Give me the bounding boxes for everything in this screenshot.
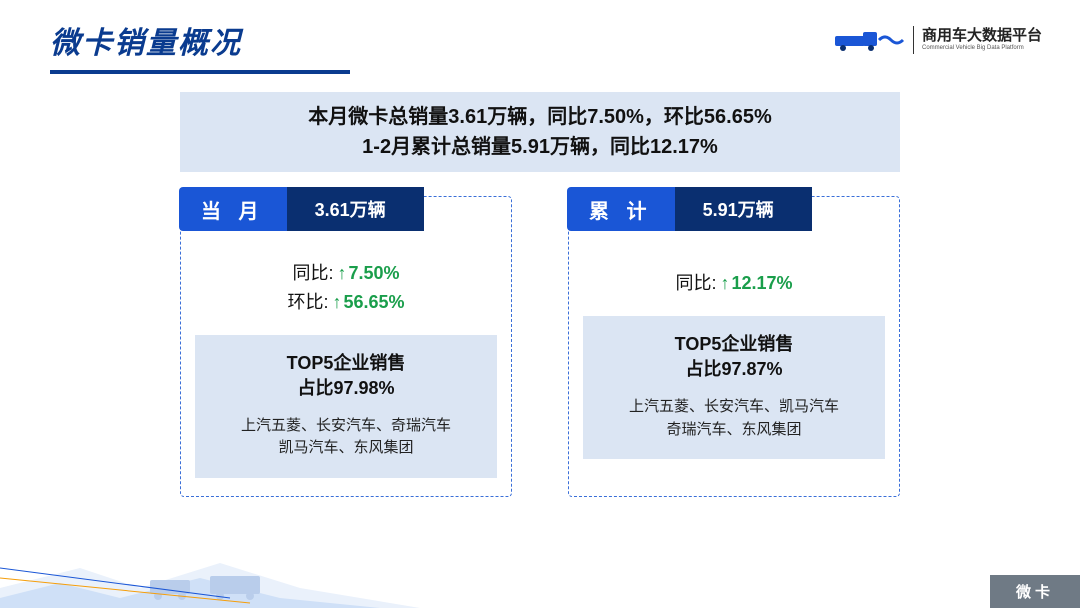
up-arrow-icon: ↑: [332, 288, 341, 317]
footer-decoration: [0, 548, 420, 608]
top5-title-l2: 占比97.87%: [593, 357, 875, 382]
title-underline: [50, 70, 350, 74]
truck-logo-icon: [833, 26, 905, 54]
cumulative-top5-box: TOP5企业销售 占比97.87% 上汽五菱、长安汽车、凯马汽车 奇瑞汽车、东风…: [583, 316, 885, 459]
top5-companies: 上汽五菱、长安汽车、奇瑞汽车 凯马汽车、东风集团: [205, 415, 487, 460]
summary-line-1: 本月微卡总销量3.61万辆，同比7.50%，环比56.65%: [200, 102, 880, 132]
monthly-tab-label: 当 月: [179, 187, 287, 231]
top5-title-l2: 占比97.98%: [205, 376, 487, 401]
up-arrow-icon: ↑: [337, 259, 346, 288]
brand-name-cn: 商用车大数据平台: [922, 28, 1042, 45]
top5-title: TOP5企业销售 占比97.98%: [205, 351, 487, 401]
up-arrow-icon: ↑: [720, 269, 729, 298]
stat-label: 同比:: [675, 269, 716, 298]
cumulative-stats: 同比: ↑ 12.17%: [569, 269, 899, 298]
companies-l2: 奇瑞汽车、东风集团: [593, 419, 875, 442]
monthly-stats: 同比: ↑ 7.50% 环比: ↑ 56.65%: [181, 259, 511, 317]
top5-title-l1: TOP5企业销售: [593, 332, 875, 357]
brand: 商用车大数据平台 Commercial Vehicle Big Data Pla…: [833, 26, 1042, 54]
monthly-mom: 环比: ↑ 56.65%: [287, 288, 404, 317]
cumulative-tab-value: 5.91万辆: [675, 187, 812, 231]
summary-line-2: 1-2月累计总销量5.91万辆，同比12.17%: [200, 132, 880, 162]
monthly-tab: 当 月 3.61万辆: [179, 187, 424, 231]
companies-l1: 上汽五菱、长安汽车、奇瑞汽车: [205, 415, 487, 438]
stat-label: 环比:: [287, 288, 328, 317]
stat-label: 同比:: [292, 259, 333, 288]
cards-row: 当 月 3.61万辆 同比: ↑ 7.50% 环比: ↑ 56.65% TOP5…: [0, 196, 1080, 497]
companies-l2: 凯马汽车、东风集团: [205, 437, 487, 460]
monthly-top5-box: TOP5企业销售 占比97.98% 上汽五菱、长安汽车、奇瑞汽车 凯马汽车、东风…: [195, 335, 497, 478]
footer-category-tag: 微卡: [990, 575, 1080, 608]
cumulative-tab: 累 计 5.91万辆: [567, 187, 812, 231]
summary-bar: 本月微卡总销量3.61万辆，同比7.50%，环比56.65% 1-2月累计总销量…: [180, 92, 900, 172]
cumulative-card: 累 计 5.91万辆 同比: ↑ 12.17% TOP5企业销售 占比97.87…: [568, 196, 900, 497]
companies-l1: 上汽五菱、长安汽车、凯马汽车: [593, 396, 875, 419]
page-title: 微卡销量概况: [50, 18, 242, 62]
stat-value: 56.65%: [343, 288, 404, 317]
top5-title-l1: TOP5企业销售: [205, 351, 487, 376]
brand-text: 商用车大数据平台 Commercial Vehicle Big Data Pla…: [922, 28, 1042, 51]
brand-divider: [913, 26, 914, 54]
stat-value: 7.50%: [348, 259, 399, 288]
monthly-yoy: 同比: ↑ 7.50%: [292, 259, 399, 288]
monthly-tab-value: 3.61万辆: [287, 187, 424, 231]
monthly-card: 当 月 3.61万辆 同比: ↑ 7.50% 环比: ↑ 56.65% TOP5…: [180, 196, 512, 497]
cumulative-yoy: 同比: ↑ 12.17%: [675, 269, 792, 298]
top5-companies: 上汽五菱、长安汽车、凯马汽车 奇瑞汽车、东风集团: [593, 396, 875, 441]
top5-title: TOP5企业销售 占比97.87%: [593, 332, 875, 382]
cumulative-tab-label: 累 计: [567, 187, 675, 231]
brand-name-en: Commercial Vehicle Big Data Platform: [922, 45, 1042, 52]
header: 微卡销量概况 商用车大数据平台 Commercial Vehicle Big D…: [0, 0, 1080, 62]
stat-value: 12.17%: [731, 269, 792, 298]
